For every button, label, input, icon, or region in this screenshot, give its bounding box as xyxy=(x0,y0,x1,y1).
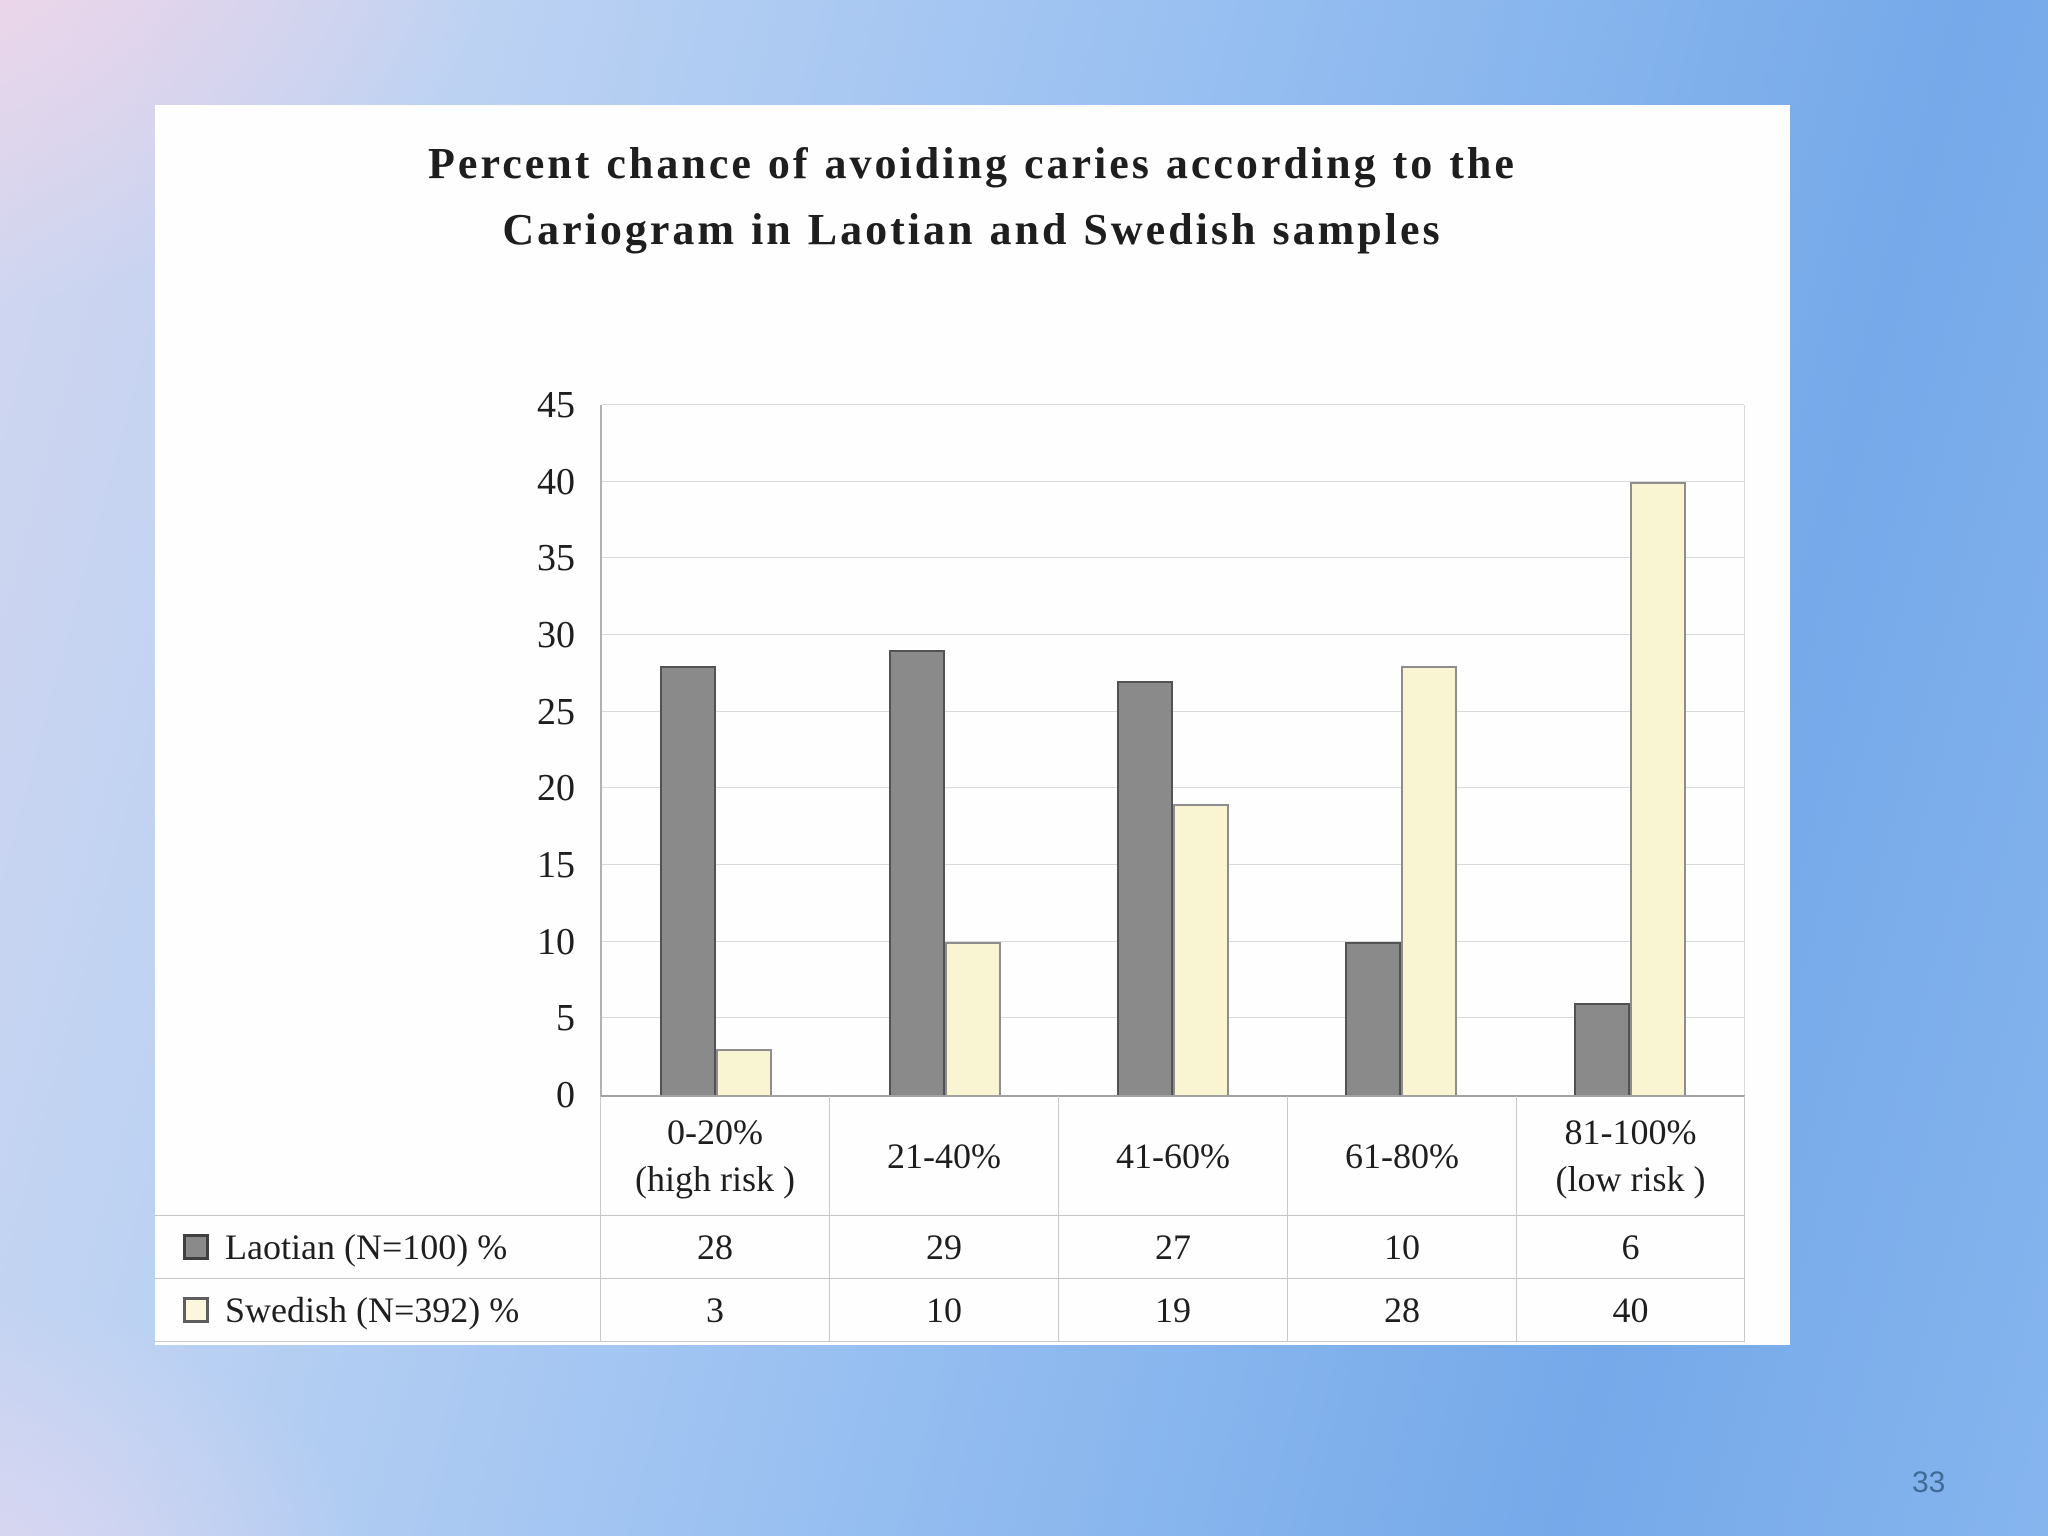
bar-laotian xyxy=(1345,941,1402,1095)
y-tick-label: 45 xyxy=(537,384,575,426)
series-row-swedish: Swedish (N=392) % 3 10 19 28 40 xyxy=(155,1278,1745,1341)
category-label: 61-80% xyxy=(1287,1095,1516,1215)
y-tick-label: 40 xyxy=(537,460,575,503)
bar-laotian xyxy=(1116,681,1173,1095)
gridline xyxy=(602,480,1744,482)
chart-panel: Percent chance of avoiding caries accord… xyxy=(155,105,1790,1345)
value-cell: 6 xyxy=(1516,1215,1745,1278)
series-label: Swedish (N=392) % xyxy=(225,1290,520,1330)
bar-swedish xyxy=(1401,665,1458,1095)
legend-swatch-swedish xyxy=(183,1297,209,1323)
category-label: 21-40% xyxy=(829,1095,1058,1215)
value-cell: 27 xyxy=(1058,1215,1287,1278)
y-tick-label: 10 xyxy=(537,920,575,963)
y-tick-label: 20 xyxy=(537,767,575,810)
bar-group xyxy=(1059,405,1287,1095)
bar-swedish xyxy=(1629,481,1686,1095)
gridline xyxy=(602,710,1744,712)
category-label: 41-60% xyxy=(1058,1095,1287,1215)
value-cell: 29 xyxy=(829,1215,1058,1278)
y-tick-label: 0 xyxy=(556,1074,575,1116)
chart-title: Percent chance of avoiding caries accord… xyxy=(428,139,1517,254)
y-tick-label: 35 xyxy=(537,537,575,580)
gridline xyxy=(602,404,1744,405)
value-cell: 3 xyxy=(600,1278,829,1341)
y-tick-label: 25 xyxy=(537,690,575,733)
y-axis: 0 5 10 15 20 25 30 35 40 45 xyxy=(425,386,575,1114)
value-cell: 19 xyxy=(1058,1278,1287,1341)
gridline xyxy=(602,557,1744,559)
series-row-laotian: Laotian (N=100) % 28 29 27 10 6 xyxy=(155,1215,1745,1278)
y-tick-label: 30 xyxy=(537,614,575,656)
legend-swatch-laotian xyxy=(183,1234,209,1260)
series-label: Laotian (N=100) % xyxy=(225,1227,508,1267)
category-label: 81-100% (low risk ) xyxy=(1516,1095,1745,1215)
y-tick-label: 15 xyxy=(537,844,575,886)
series-label-cell-laotian: Laotian (N=100) % xyxy=(155,1215,600,1278)
value-cell: 28 xyxy=(1287,1278,1516,1341)
bar-laotian xyxy=(660,665,717,1095)
gridline xyxy=(602,634,1744,635)
data-table: 0-20% (high risk ) 21-40% 41-60% 61-80% 81-1… xyxy=(155,1095,1745,1342)
bar-laotian xyxy=(888,650,945,1095)
y-tick-label: 5 xyxy=(556,997,575,1040)
bar-laotian xyxy=(1573,1003,1630,1095)
value-cell: 40 xyxy=(1516,1278,1745,1341)
gridline xyxy=(602,787,1744,789)
bar-group xyxy=(830,405,1058,1095)
category-label: 0-20% (high risk ) xyxy=(600,1095,829,1215)
category-row-spacer xyxy=(155,1095,600,1215)
bar-swedish xyxy=(716,1049,773,1095)
bar-group xyxy=(602,405,830,1095)
value-cell: 28 xyxy=(600,1215,829,1278)
plot-area xyxy=(600,404,1745,1095)
bar-group xyxy=(1516,405,1744,1095)
value-cell: 10 xyxy=(829,1278,1058,1341)
series-label-cell-swedish: Swedish (N=392) % xyxy=(155,1278,600,1341)
bar-group xyxy=(1287,405,1515,1095)
category-row: 0-20% (high risk ) 21-40% 41-60% 61-80% 81-1… xyxy=(155,1095,1745,1215)
page-number: 33 xyxy=(1912,1466,1946,1499)
bar-swedish xyxy=(1172,803,1229,1095)
value-cell: 10 xyxy=(1287,1215,1516,1278)
bar-swedish xyxy=(944,941,1001,1095)
